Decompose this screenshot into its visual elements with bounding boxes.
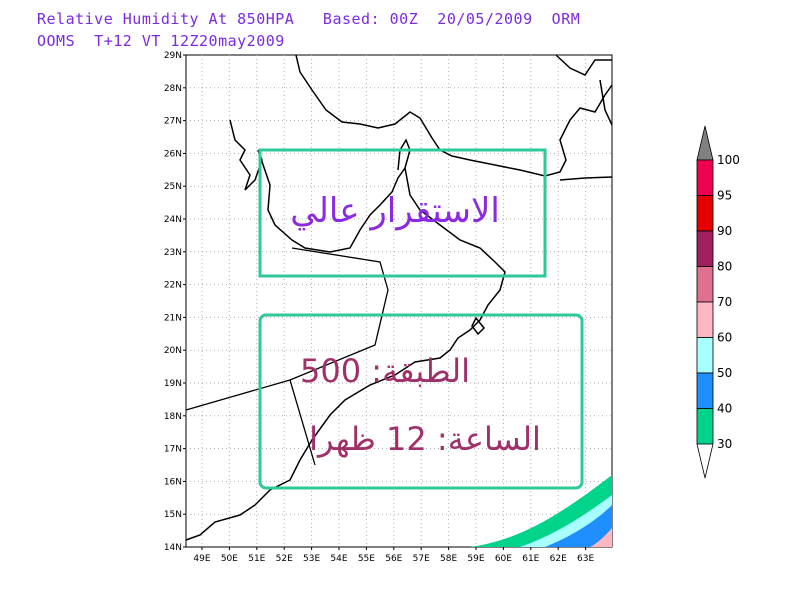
colorbar-label: 95	[717, 189, 732, 203]
lat-tick-label: 24N	[164, 215, 182, 225]
colorbar-label: 60	[717, 331, 732, 345]
colorbar-bottom-triangle	[696, 443, 714, 479]
lon-tick-label: 49E	[193, 554, 210, 564]
colorbar-label: 70	[717, 295, 732, 309]
lat-tick-label: 19N	[164, 379, 182, 389]
oman-coastline	[185, 167, 506, 541]
lat-tick-label: 26N	[164, 149, 182, 159]
upper-annotation-text: الاستقرار عالي	[290, 191, 500, 231]
chart-title-line2: OOMS T+12 VT 12Z20may2009	[37, 32, 285, 50]
lon-tick-label: 54E	[330, 554, 347, 564]
humidity-band-50	[545, 505, 612, 547]
colorbar-label: 50	[717, 366, 732, 380]
lat-tick-label: 28N	[164, 84, 182, 94]
lat-tick-label: 22N	[164, 281, 182, 291]
colorbar-segment	[696, 408, 714, 445]
coastline	[185, 54, 613, 541]
lat-tick-label: 15N	[164, 510, 182, 520]
lower-annotation-box	[258, 313, 584, 490]
lon-tick-label: 51E	[248, 554, 265, 564]
colorbar-top-triangle	[696, 125, 714, 161]
lat-tick-label: 20N	[164, 346, 182, 356]
chart-title-line1: Relative Humidity At 850HPA Based: 00Z 2…	[37, 10, 581, 28]
oman-saudi-border	[185, 289, 389, 411]
lower-annotation-text-2: الساعة: 12 ظهرا	[309, 420, 541, 458]
lat-tick-label: 17N	[164, 445, 182, 455]
lat-tick-label: 27N	[164, 117, 182, 127]
lat-tick-label: 16N	[164, 477, 182, 487]
lon-tick-label: 56E	[385, 554, 402, 564]
lat-tick-label: 21N	[164, 313, 182, 323]
longitude-labels: 49E 50E 51E 52E 53E 54E 55E 56E 57E 58E 59E 60E 61E 6…	[193, 547, 594, 564]
lon-tick-label: 62E	[550, 554, 567, 564]
colorbar-label: 40	[717, 402, 732, 416]
iran-east-border	[599, 79, 613, 126]
colorbar-segment	[696, 230, 714, 267]
upper-annotation-box	[258, 148, 547, 278]
lon-tick-label: 60E	[495, 554, 512, 564]
uae-oman-border	[291, 247, 389, 291]
gulf-west-coast	[229, 119, 411, 253]
lon-tick-label: 50E	[221, 554, 238, 564]
humidity-band-60	[590, 528, 612, 547]
lon-tick-label: 52E	[276, 554, 293, 564]
map-gridlines	[186, 55, 612, 547]
lon-tick-label: 61E	[522, 554, 539, 564]
lat-tick-label: 23N	[164, 248, 182, 258]
colorbar-label: 90	[717, 224, 732, 238]
masirah-island	[471, 316, 486, 336]
lower-annotation-text-1: الطبقة: 500	[300, 352, 470, 390]
map-frame	[185, 54, 613, 548]
colorbar-segment	[696, 159, 714, 196]
iran-pakistan-coast	[559, 176, 613, 181]
colorbar-segment	[696, 266, 714, 303]
lon-tick-label: 53E	[303, 554, 320, 564]
lon-tick-label: 57E	[413, 554, 430, 564]
lat-tick-label: 18N	[164, 412, 182, 422]
lon-tick-label: 63E	[577, 554, 594, 564]
lon-tick-label: 58E	[440, 554, 457, 564]
colorbar-segment	[696, 195, 714, 232]
yemen-border	[289, 379, 316, 466]
colorbar-label: 30	[717, 437, 732, 451]
lat-tick-label: 29N	[164, 51, 182, 61]
iran-inland-border	[555, 54, 612, 76]
lon-tick-label: 59E	[467, 554, 484, 564]
country-borders	[185, 247, 389, 466]
colorbar-label: 100	[717, 153, 740, 167]
lon-tick-label: 55E	[358, 554, 375, 564]
colorbar: 100 95 90 80 70 60 50 40 30	[696, 125, 740, 479]
colorbar-segment	[696, 372, 714, 409]
iran-coastline	[295, 54, 613, 177]
colorbar-segment	[696, 301, 714, 338]
lat-tick-label: 25N	[164, 182, 182, 192]
latitude-labels: 29N 28N 27N 26N 25N 24N 23N 22N 21N 20N 19N 18N 17N 1…	[164, 51, 186, 553]
humidity-shading	[470, 475, 612, 547]
lat-tick-label: 14N	[164, 543, 182, 553]
colorbar-label: 80	[717, 260, 732, 274]
colorbar-segment	[696, 337, 714, 374]
